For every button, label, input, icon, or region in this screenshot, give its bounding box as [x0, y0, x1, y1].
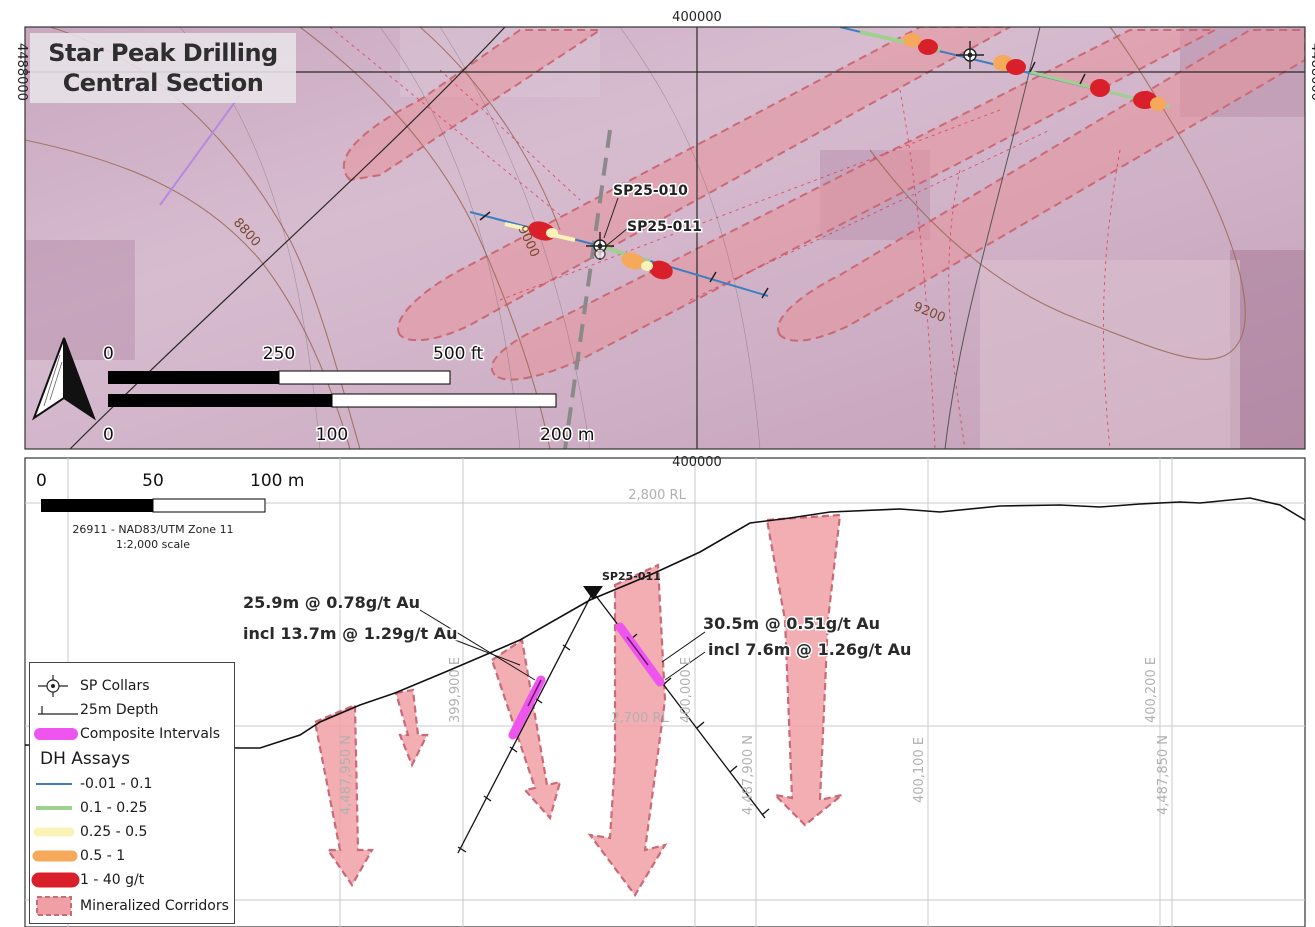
- legend: SP Collars 25m Depth Composite Intervals…: [29, 662, 235, 924]
- plan-northing-label-right: 4488000: [1308, 43, 1315, 101]
- legend-item-assay-1: -0.01 - 0.1: [36, 776, 153, 792]
- intercept-left-line2: incl 13.7m @ 1.29g/t Au: [243, 624, 457, 643]
- scale-m-100: 100: [316, 425, 348, 445]
- map-title-line2: Central Section: [62, 69, 264, 97]
- plan-drill-traces: [469, 27, 1171, 299]
- legend-item-assay-5: 1 - 40 g/t: [31, 872, 145, 888]
- section-easting-label: 400000: [672, 455, 722, 470]
- legend-item-composite: Composite Intervals: [30, 723, 220, 745]
- scale-m-200: 200 m: [540, 425, 594, 445]
- map-title-line1: Star Peak Drilling: [48, 39, 278, 67]
- legend-item-assay-4: 0.5 - 1: [32, 848, 126, 864]
- section-corridors: [313, 513, 843, 897]
- grid-label-4487950n: 4,487,950 N: [339, 735, 354, 815]
- grid-label-4487900n: 4,487,900 N: [741, 735, 756, 815]
- section-scale-100: 100 m: [250, 471, 304, 491]
- plan-collars: [586, 41, 984, 260]
- intercept-left-line1: 25.9m @ 0.78g/t Au: [243, 593, 420, 612]
- plan-corridors: [343, 27, 1305, 381]
- drillhole-label-sp25-011: SP25-011: [627, 219, 702, 235]
- rl-label-2700: 2,700 RL: [611, 711, 669, 726]
- legend-item-collars: SP Collars: [30, 675, 150, 697]
- corridor-swatch-icon: [36, 896, 72, 916]
- scale-ft-250: 250: [263, 344, 295, 364]
- north-arrow-icon: [31, 337, 97, 421]
- composite-swatch-icon: [34, 728, 78, 740]
- grid-label-400100e: 400,100 E: [912, 737, 927, 803]
- plan-northing-label: 4488000: [14, 43, 29, 101]
- section-grid: [25, 458, 1305, 927]
- scale-ft-500: 500 ft: [433, 344, 484, 364]
- scale-ft-0: 0: [103, 344, 114, 364]
- plan-frame: [24, 26, 1306, 450]
- rl-label-2800: 2,800 RL: [628, 488, 686, 503]
- intercept-right-line2: incl 7.6m @ 1.26g/t Au: [708, 640, 911, 659]
- map-title: Star Peak Drilling Central Section: [30, 33, 296, 103]
- plan-easting-label: 400000: [672, 10, 722, 25]
- grid-label-4487850n: 4,487,850 N: [1156, 735, 1171, 815]
- grid-label-399900e: 399,900 E: [448, 657, 463, 723]
- collar-symbol-icon: [38, 675, 68, 697]
- legend-item-assay-3: 0.25 - 0.5: [33, 824, 148, 840]
- section-scale-bar: [41, 498, 266, 513]
- topography-line: [25, 497, 1305, 749]
- scale-m-0: 0: [103, 425, 114, 445]
- crs-label: 26911 - NAD83/UTM Zone 11: [72, 523, 233, 536]
- section-frame: [24, 457, 1306, 927]
- legend-heading-assays: DH Assays: [40, 749, 130, 769]
- scale-ratio-label: 1:2,000 scale: [116, 538, 190, 551]
- intercept-right-line1: 30.5m @ 0.51g/t Au: [703, 614, 880, 633]
- plan-scale-bar: [108, 370, 557, 408]
- depth-tick-icon: [38, 706, 78, 715]
- section-scale-50: 50: [142, 471, 164, 491]
- section-hole-label: SP25-011: [602, 570, 661, 583]
- legend-item-corridors: Mineralized Corridors: [30, 895, 229, 917]
- legend-item-assay-2: 0.1 - 0.25: [36, 800, 148, 816]
- drillhole-label-sp25-010: SP25-010: [613, 183, 688, 199]
- legend-item-depth: 25m Depth: [30, 699, 159, 721]
- collar-marker-icon: [583, 586, 603, 600]
- grid-label-400200e: 400,200 E: [1144, 657, 1159, 723]
- section-scale-0: 0: [36, 471, 47, 491]
- grid-label-400000e: 400,000 E: [679, 657, 694, 723]
